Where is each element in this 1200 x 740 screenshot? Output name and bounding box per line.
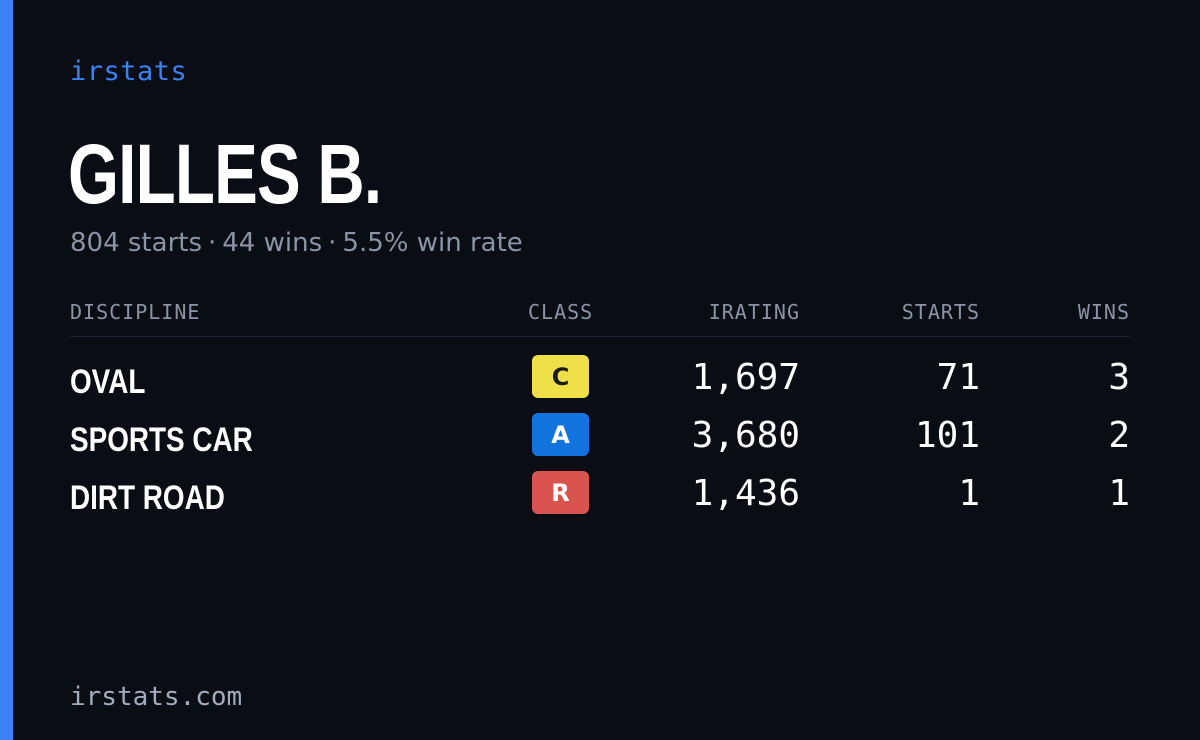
header-discipline: DISCIPLINE <box>70 300 201 324</box>
table-header: DISCIPLINE CLASS IRATING STARTS WINS <box>70 296 1130 337</box>
discipline-name: SPORTS CAR <box>70 421 253 459</box>
class-badge: R <box>532 471 589 514</box>
irating-value: 1,436 <box>691 473 800 514</box>
irating-value: 3,680 <box>691 415 800 456</box>
table-row: SPORTS CAR A 3,680 101 2 <box>70 413 1130 471</box>
table-row: DIRT ROAD R 1,436 1 1 <box>70 471 1130 529</box>
player-name: GILLES B. <box>68 127 382 221</box>
footer-url[interactable]: irstats.com <box>70 682 243 712</box>
separator: · <box>208 228 217 258</box>
starts-summary: 804 starts <box>70 228 202 258</box>
header-class: CLASS <box>528 300 594 324</box>
header-wins: WINS <box>1077 300 1130 324</box>
wins-value: 1 <box>1108 473 1130 514</box>
accent-bar <box>0 0 13 740</box>
starts-value: 71 <box>936 357 980 398</box>
player-summary: 804 starts · 44 wins · 5.5% win rate <box>70 228 523 258</box>
class-badge: C <box>532 355 589 398</box>
win-rate-summary: 5.5% win rate <box>342 228 523 258</box>
table-body: OVAL C 1,697 71 3 SPORTS CAR A 3,680 101… <box>70 355 1130 529</box>
irating-value: 1,697 <box>691 357 800 398</box>
class-badge: A <box>532 413 589 456</box>
starts-value: 1 <box>958 473 980 514</box>
starts-value: 101 <box>914 415 980 456</box>
header-starts: STARTS <box>901 300 980 324</box>
wins-summary: 44 wins <box>222 228 323 258</box>
stats-table: DISCIPLINE CLASS IRATING STARTS WINS OVA… <box>70 296 1130 517</box>
discipline-name: OVAL <box>70 363 146 401</box>
discipline-name: DIRT ROAD <box>70 479 225 517</box>
wins-value: 3 <box>1108 357 1130 398</box>
brand-logo-text: irstats <box>70 56 188 87</box>
header-irating: IRATING <box>708 300 800 324</box>
wins-value: 2 <box>1108 415 1130 456</box>
separator: · <box>328 228 337 258</box>
table-row: OVAL C 1,697 71 3 <box>70 355 1130 413</box>
